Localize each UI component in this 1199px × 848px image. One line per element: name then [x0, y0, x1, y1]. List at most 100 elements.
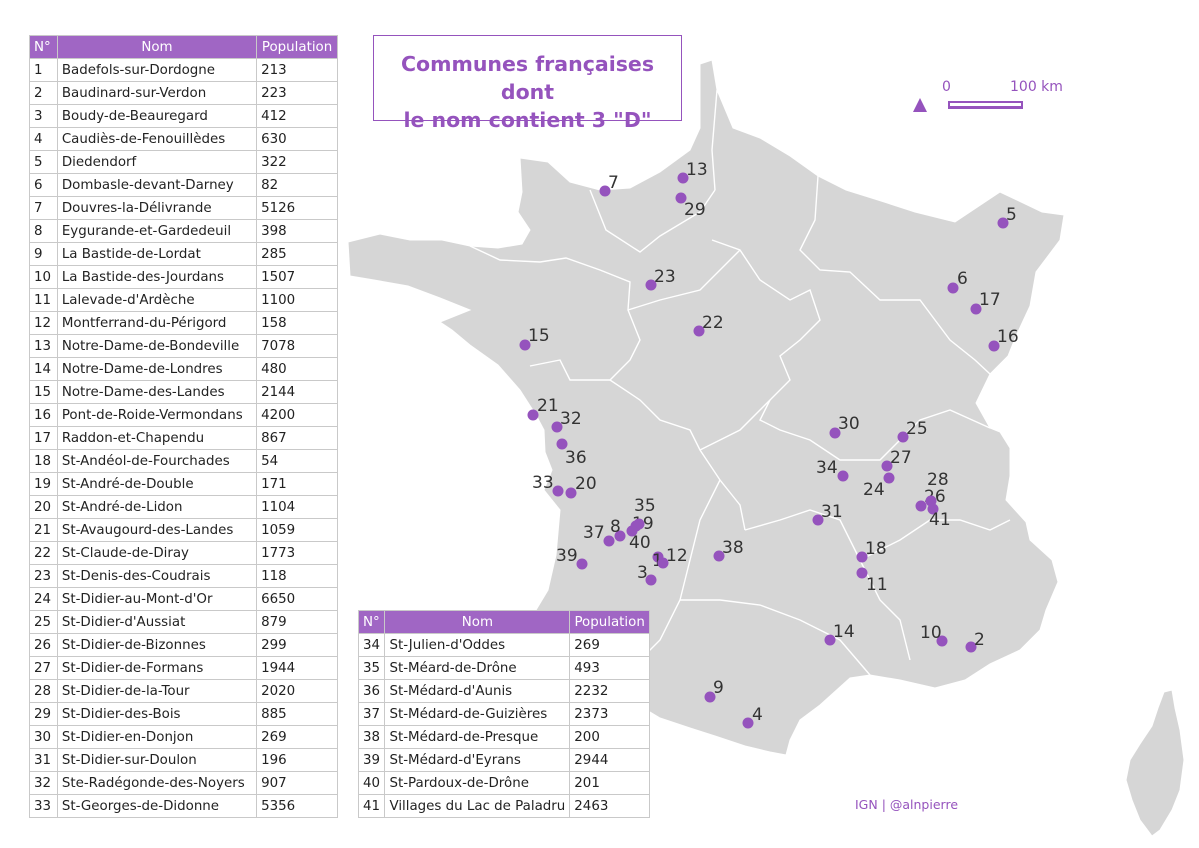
- cell-number: 33: [29, 794, 58, 818]
- cell-population: 171: [256, 472, 338, 496]
- cell-population: 7078: [256, 334, 338, 358]
- commune-marker-label: 13: [686, 160, 708, 180]
- commune-marker: [856, 567, 868, 579]
- cell-number: 30: [29, 725, 58, 749]
- map-title: Communes françaises dont le nom contient…: [373, 35, 682, 132]
- cell-number: 27: [29, 656, 58, 680]
- cell-name: Eygurande-et-Gardedeuil: [56, 219, 258, 243]
- cell-population: 1100: [256, 288, 338, 312]
- cell-population: 6650: [256, 587, 338, 611]
- commune-marker-label: 30: [838, 414, 860, 434]
- commune-marker-label: 41: [929, 510, 951, 530]
- table-row: 19 St-André-de-Double 171: [29, 472, 338, 496]
- cell-name: St-Médard-de-Guizières: [384, 702, 571, 726]
- cell-name: St-André-de-Lidon: [56, 495, 258, 519]
- cell-population: 2463: [569, 794, 650, 818]
- cell-number: 38: [357, 725, 386, 749]
- commune-marker: [645, 574, 657, 586]
- cell-population: 213: [256, 58, 338, 82]
- cell-number: 28: [29, 679, 58, 703]
- commune-marker-label: 24: [863, 480, 885, 500]
- commune-marker-label: 8: [610, 517, 621, 537]
- commune-marker-label: 33: [532, 473, 554, 493]
- cell-number: 31: [29, 748, 58, 772]
- table-row: 14 Notre-Dame-de-Londres 480: [29, 357, 338, 381]
- table-row: 7 Douvres-la-Délivrande 5126: [29, 196, 338, 220]
- commune-marker-label: 12: [666, 546, 688, 566]
- table-row: 9 La Bastide-de-Lordat 285: [29, 242, 338, 266]
- table-row: 17 Raddon-et-Chapendu 867: [29, 426, 338, 450]
- table-header-row: N° Nom Population: [357, 610, 650, 634]
- cell-name: St-Méard-de-Drône: [384, 656, 571, 680]
- cell-population: 2144: [256, 380, 338, 404]
- commune-marker: [713, 550, 725, 562]
- commune-marker-label: 3: [637, 563, 648, 583]
- cell-number: 14: [29, 357, 58, 381]
- cell-population: 269: [256, 725, 338, 749]
- table-row: 22 St-Claude-de-Diray 1773: [29, 541, 338, 565]
- cell-name: Boudy-de-Beauregard: [56, 104, 258, 128]
- cell-population: 200: [569, 725, 650, 749]
- commune-marker-label: 14: [833, 622, 855, 642]
- cell-name: Notre-Dame-de-Bondeville: [56, 334, 258, 358]
- cell-number: 5: [29, 150, 58, 174]
- cell-name: St-Médard-d'Aunis: [384, 679, 571, 703]
- table-row: 21 St-Avaugourd-des-Landes 1059: [29, 518, 338, 542]
- cell-population: 879: [256, 610, 338, 634]
- commune-marker-label: 39: [556, 546, 578, 566]
- france-mainland: [347, 59, 1065, 756]
- header-name: Nom: [384, 610, 571, 634]
- commune-marker-label: 38: [722, 538, 744, 558]
- scale-bar-inner: [950, 103, 1021, 106]
- commune-marker-label: 29: [684, 200, 706, 220]
- table-header-row: N° Nom Population: [29, 35, 338, 59]
- cell-name: St-Didier-d'Aussiat: [56, 610, 258, 634]
- commune-marker-label: 10: [920, 623, 942, 643]
- map-title-line-2: le nom contient 3 "D": [403, 108, 652, 132]
- commune-marker: [603, 535, 615, 547]
- cell-number: 24: [29, 587, 58, 611]
- cell-number: 20: [29, 495, 58, 519]
- cell-population: 201: [569, 771, 650, 795]
- table-row: 15 Notre-Dame-des-Landes 2144: [29, 380, 338, 404]
- commune-marker-label: 6: [957, 269, 968, 289]
- table-row: 20 St-André-de-Lidon 1104: [29, 495, 338, 519]
- cell-number: 41: [357, 794, 386, 818]
- table-row: 41 Villages du Lac de Paladru 2463: [357, 794, 650, 818]
- cell-number: 10: [29, 265, 58, 289]
- commune-marker: [626, 525, 638, 537]
- commune-marker-label: 16: [997, 327, 1019, 347]
- header-name: Nom: [56, 35, 258, 59]
- table-row: 33 St-Georges-de-Didonne 5356: [29, 794, 338, 818]
- cell-population: 223: [256, 81, 338, 105]
- commune-marker-label: 34: [816, 458, 838, 478]
- cell-population: 630: [256, 127, 338, 151]
- cell-population: 322: [256, 150, 338, 174]
- table-row: 3 Boudy-de-Beauregard 412: [29, 104, 338, 128]
- commune-marker: [824, 634, 836, 646]
- cell-name: Diedendorf: [56, 150, 258, 174]
- table-row: 38 St-Médard-de-Presque 200: [357, 725, 650, 749]
- cell-name: St-Georges-de-Didonne: [56, 794, 258, 818]
- commune-marker-label: 21: [537, 396, 559, 416]
- cell-number: 32: [29, 771, 58, 795]
- cell-population: 285: [256, 242, 338, 266]
- commune-marker-label: 9: [713, 678, 724, 698]
- table-row: 23 St-Denis-des-Coudrais 118: [29, 564, 338, 588]
- cell-number: 25: [29, 610, 58, 634]
- header-population: Population: [256, 35, 338, 59]
- cell-population: 1944: [256, 656, 338, 680]
- commune-marker-label: 7: [608, 173, 619, 193]
- commune-marker: [519, 339, 531, 351]
- commune-marker: [947, 282, 959, 294]
- cell-name: Douvres-la-Délivrande: [56, 196, 258, 220]
- cell-number: 4: [29, 127, 58, 151]
- table-row: 24 St-Didier-au-Mont-d'Or 6650: [29, 587, 338, 611]
- table-row: 6 Dombasle-devant-Darney 82: [29, 173, 338, 197]
- table-row: 25 St-Didier-d'Aussiat 879: [29, 610, 338, 634]
- cell-name: La Bastide-des-Jourdans: [56, 265, 258, 289]
- cell-number: 21: [29, 518, 58, 542]
- commune-marker: [812, 514, 824, 526]
- commune-marker-label: 4: [752, 705, 763, 725]
